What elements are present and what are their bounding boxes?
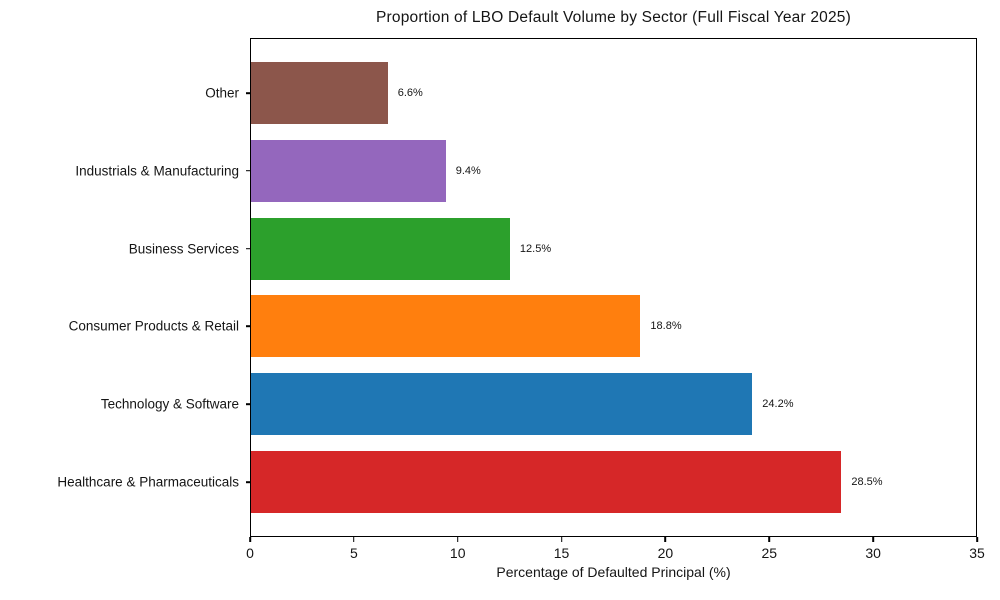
category-label: Industrials & Manufacturing [75,163,239,179]
bar [251,139,446,202]
bar [251,295,641,358]
x-tick-label: 35 [969,545,985,561]
bar-row: Technology & Software 24.2% [101,365,976,443]
category-label: Consumer Products & Retail [68,318,239,334]
bar [251,373,753,436]
category-label: Business Services [128,241,239,257]
bar-row: Consumer Products & Retail 18.8% [69,287,976,365]
bar-row: Healthcare & Pharmaceuticals 28.5% [57,443,976,521]
value-label: 28.5% [851,476,883,489]
x-tick-mark [664,537,667,542]
y-tick-mark [246,247,251,250]
y-tick-mark [246,325,251,328]
x-tick-mark [560,537,563,542]
category-label: Technology & Software [100,396,239,412]
bar-row: Business Services 12.5% [129,210,976,288]
y-tick-mark [246,403,251,406]
value-label: 6.6% [397,86,423,99]
category-label: Other [205,85,239,101]
bar-rows-container: Other 6.6% Industrials & Manufacturing 9.4%… [57,39,976,536]
value-label: 18.8% [650,320,682,333]
x-tick-label: 0 [246,545,254,561]
bar [251,61,388,124]
value-label: 24.2% [762,398,794,411]
category-label: Healthcare & Pharmaceuticals [57,474,239,490]
x-tick-mark [872,537,874,542]
x-axis: 0 5 10 15 20 25 30 35 [246,537,985,567]
y-tick-mark [246,481,251,483]
x-tick-label: 25 [761,545,778,561]
value-label: 12.5% [519,242,552,255]
x-axis-label: Percentage of Defaulted Principal (%) [496,564,731,580]
chart-title: Proportion of LBO Default Volume by Sect… [376,9,851,26]
y-tick-mark [246,92,251,94]
bar-row: Other 6.6% [205,54,976,132]
x-tick-mark [456,537,459,542]
y-tick-mark [246,169,251,172]
bar [251,451,842,514]
bar-row: Industrials & Manufacturing 9.4% [75,132,976,210]
x-tick-mark [249,537,251,542]
x-tick-label: 15 [553,545,570,561]
bar [251,217,510,280]
plot-area: Other 6.6% Industrials & Manufacturing 9.4%… [57,38,977,537]
x-tick-label: 30 [865,545,881,561]
value-label: 9.4% [455,164,481,177]
x-tick-mark [976,537,978,542]
x-tick-label: 20 [657,545,674,561]
x-tick-label: 10 [449,545,466,561]
x-tick-mark [353,537,355,542]
x-tick-mark [768,537,771,542]
x-tick-label: 5 [349,545,358,561]
